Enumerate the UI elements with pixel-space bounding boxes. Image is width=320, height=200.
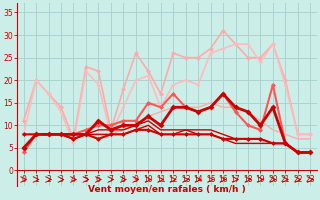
X-axis label: Vent moyen/en rafales ( km/h ): Vent moyen/en rafales ( km/h ) — [88, 185, 246, 194]
